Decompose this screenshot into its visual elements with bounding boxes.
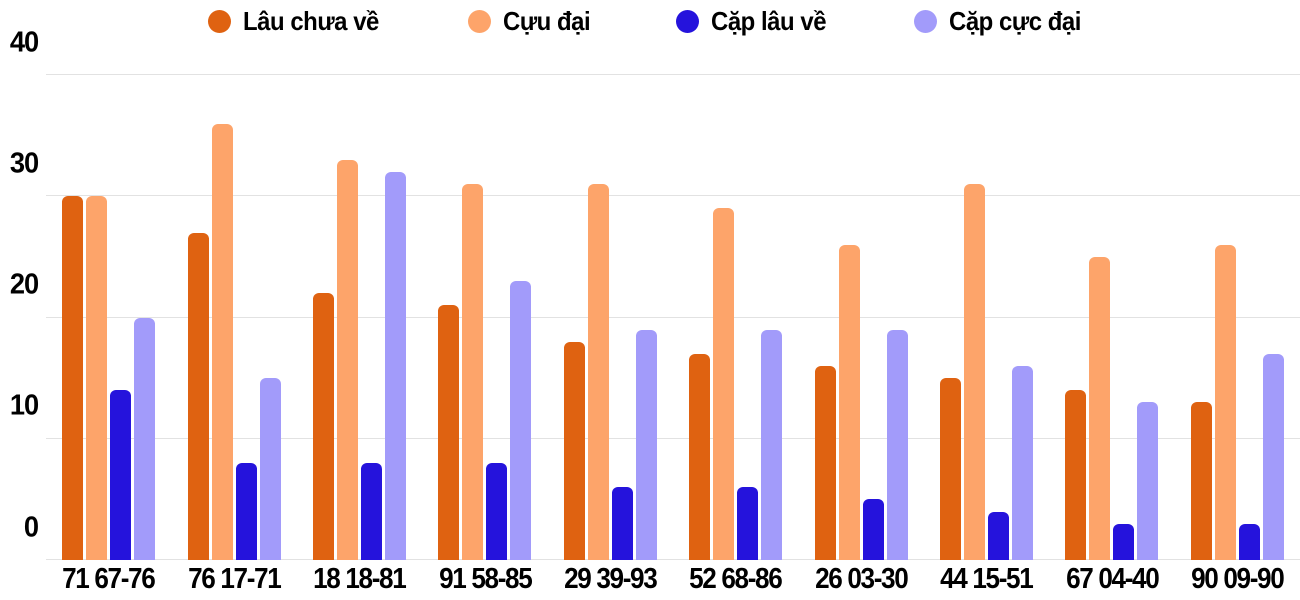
bar-cap-cuc-ai-90-09-90[interactable] — [1262, 353, 1284, 560]
bar-group-52-68-86 — [673, 75, 798, 560]
gridline-0 — [46, 559, 1300, 560]
x-tick-text: 52 68-86 — [689, 563, 784, 595]
bar-cap-lau-ve-26-03-30[interactable] — [862, 499, 884, 560]
bar-group-76-17-71 — [171, 75, 296, 560]
x-tick-text: 29 39-93 — [564, 563, 658, 595]
bar-cap-cuc-ai-91-58-85[interactable] — [510, 281, 532, 560]
bar-cap-lau-ve-29-39-93[interactable] — [611, 487, 633, 560]
bar-cap-cuc-ai-52-68-86[interactable] — [761, 329, 783, 560]
x-tick-label-44-15-51: 44 15-51 — [924, 563, 1049, 597]
x-tick-text: 71 67-76 — [62, 563, 157, 595]
x-tick-text: 44 15-51 — [940, 563, 1034, 595]
bar-cap-cuc-ai-18-18-81[interactable] — [385, 172, 407, 560]
bar-lau-chua-ve-52-68-86[interactable] — [689, 353, 711, 560]
bar-cap-lau-ve-76-17-71[interactable] — [235, 463, 257, 560]
x-tick-label-67-04-40: 67 04-40 — [1049, 563, 1174, 597]
bar-group-71-67-76 — [46, 75, 171, 560]
bar-group-67-04-40 — [1049, 75, 1174, 560]
x-tick-label-18-18-81: 18 18-81 — [297, 563, 422, 597]
bar-cap-lau-ve-52-68-86[interactable] — [737, 487, 759, 560]
x-tick-text: 26 03-30 — [815, 563, 909, 595]
bar-lau-chua-ve-91-58-85[interactable] — [438, 305, 460, 560]
x-tick-label-29-39-93: 29 39-93 — [548, 563, 673, 597]
x-tick-text: 90 09-90 — [1191, 563, 1285, 595]
legend-circle-icon — [914, 10, 938, 33]
bar-group-18-18-81 — [297, 75, 422, 560]
bar-lau-chua-ve-44-15-51[interactable] — [940, 378, 962, 560]
legend-item-cap-cuc-ai: Cặp cực đại — [914, 6, 1092, 37]
x-tick-label-76-17-71: 76 17-71 — [171, 563, 296, 597]
bar-lau-chua-ve-26-03-30[interactable] — [814, 366, 836, 560]
legend-label: Cặp cực đại — [949, 6, 1082, 36]
legend-circle-icon — [207, 10, 231, 33]
bar-group-90-09-90 — [1175, 75, 1300, 560]
bar-cuu-ai-71-67-76[interactable] — [86, 196, 108, 560]
bar-lau-chua-ve-76-17-71[interactable] — [187, 232, 209, 560]
bar-cuu-ai-90-09-90[interactable] — [1214, 244, 1236, 560]
bar-cuu-ai-29-39-93[interactable] — [587, 184, 609, 560]
gridline-10 — [46, 437, 1300, 439]
x-tick-text: 91 58-85 — [438, 563, 533, 595]
x-tick-label-71-67-76: 71 67-76 — [46, 563, 171, 597]
bar-group-44-15-51 — [924, 75, 1049, 560]
bar-cuu-ai-26-03-30[interactable] — [838, 244, 860, 560]
legend-label: Cựu đại — [503, 6, 591, 36]
bar-lau-chua-ve-29-39-93[interactable] — [563, 341, 585, 560]
bar-cap-lau-ve-91-58-85[interactable] — [486, 463, 508, 560]
bar-cap-lau-ve-18-18-81[interactable] — [361, 463, 383, 560]
bar-lau-chua-ve-18-18-81[interactable] — [313, 293, 335, 560]
bar-cuu-ai-44-15-51[interactable] — [964, 184, 986, 560]
bar-cap-cuc-ai-71-67-76[interactable] — [134, 317, 156, 560]
bar-cap-cuc-ai-29-39-93[interactable] — [635, 329, 657, 560]
legend-label: Lâu chưa về — [242, 6, 379, 36]
legend-item-cuu-ai: Cựu đại — [468, 6, 598, 37]
gridline-20 — [46, 316, 1300, 318]
legend-circle-icon — [676, 10, 700, 33]
bar-groups — [46, 75, 1300, 560]
x-tick-text: 76 17-71 — [187, 563, 282, 595]
bar-cap-cuc-ai-67-04-40[interactable] — [1137, 402, 1159, 560]
x-tick-label-90-09-90: 90 09-90 — [1175, 563, 1300, 597]
y-tick-label-40: 40 — [9, 26, 39, 58]
bar-cuu-ai-52-68-86[interactable] — [713, 208, 735, 560]
bar-lau-chua-ve-67-04-40[interactable] — [1065, 390, 1087, 560]
y-axis: 0 10 20 30 40 — [0, 26, 39, 560]
legend-label: Cặp lâu về — [711, 6, 827, 36]
x-tick-text: 18 18-81 — [313, 563, 407, 595]
x-tick-label-52-68-86: 52 68-86 — [673, 563, 798, 597]
x-tick-label-91-58-85: 91 58-85 — [422, 563, 547, 597]
y-tick-label-30: 30 — [9, 147, 39, 180]
bar-lau-chua-ve-71-67-76[interactable] — [62, 196, 84, 560]
bar-cap-cuc-ai-26-03-30[interactable] — [886, 329, 908, 560]
bar-group-91-58-85 — [422, 75, 547, 560]
bar-cap-lau-ve-44-15-51[interactable] — [988, 511, 1010, 560]
y-tick-label-20: 20 — [9, 268, 39, 301]
bar-group-29-39-93 — [548, 75, 673, 560]
x-axis: 71 67-76 76 17-71 18 18-81 91 58-85 29 39-93… — [46, 563, 1300, 597]
bar-group-26-03-30 — [798, 75, 923, 560]
legend-circle-icon — [468, 10, 492, 33]
bar-lau-chua-ve-90-09-90[interactable] — [1190, 402, 1212, 560]
legend-item-lau-chua-ve: Lâu chưa về — [207, 6, 391, 37]
x-tick-label-26-03-30: 26 03-30 — [798, 563, 923, 597]
y-tick-label-10: 10 — [9, 389, 39, 422]
bar-cuu-ai-76-17-71[interactable] — [211, 123, 233, 560]
chart-legend: Lâu chưa về Cựu đại Cặp lâu về Cặp cực đại — [0, 6, 1300, 37]
y-tick-label-0: 0 — [23, 511, 39, 543]
legend-item-cap-lau-ve: Cặp lâu về — [676, 6, 836, 37]
gridline-40 — [46, 74, 1300, 75]
gridline-30 — [46, 195, 1300, 197]
bar-cap-lau-ve-71-67-76[interactable] — [110, 390, 132, 560]
bar-cuu-ai-67-04-40[interactable] — [1089, 256, 1111, 560]
bar-cuu-ai-91-58-85[interactable] — [462, 184, 484, 560]
bar-cap-cuc-ai-44-15-51[interactable] — [1012, 366, 1034, 560]
bar-cuu-ai-18-18-81[interactable] — [337, 159, 359, 560]
bar-cap-cuc-ai-76-17-71[interactable] — [259, 378, 281, 560]
bar-cap-lau-ve-67-04-40[interactable] — [1113, 523, 1135, 560]
bar-cap-lau-ve-90-09-90[interactable] — [1238, 523, 1260, 560]
x-tick-text: 67 04-40 — [1065, 563, 1160, 595]
plot-area — [46, 74, 1300, 560]
